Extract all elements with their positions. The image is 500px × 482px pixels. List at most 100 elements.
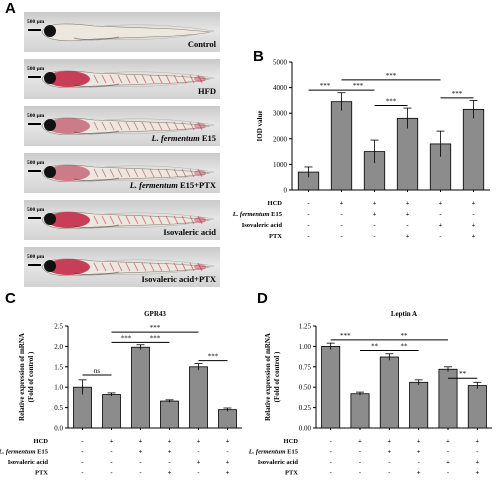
scale-bar-label: 500 μm — [27, 19, 45, 25]
y-tick-label: 4000 — [273, 84, 288, 92]
condition-sign: + — [417, 449, 421, 456]
condition-sign: + — [197, 438, 201, 445]
condition-sign: - — [330, 449, 332, 456]
bar — [396, 117, 419, 191]
y-tick-label: 1.00 — [299, 343, 312, 351]
condition-row-label: PTX — [35, 470, 48, 477]
condition-sign: - — [359, 449, 361, 456]
bar — [467, 385, 487, 429]
condition-sign: + — [110, 438, 114, 445]
significance-label: *** — [452, 90, 463, 98]
bar — [189, 366, 208, 429]
condition-sign: + — [417, 438, 421, 445]
condition-row-label: Isovaleric acid — [8, 459, 49, 466]
condition-sign: + — [168, 449, 172, 456]
condition-sign: - — [139, 470, 141, 477]
condition-sign: - — [373, 222, 375, 229]
y-tick-label: 0.5 — [54, 404, 63, 412]
significance-label: *** — [208, 353, 219, 361]
condition-sign: - — [418, 459, 420, 466]
condition-sign: + — [475, 459, 479, 466]
panel-letter-a: A — [5, 0, 16, 17]
condition-sign: + — [472, 200, 476, 207]
condition-sign: + — [472, 222, 476, 229]
condition-sign: - — [197, 449, 199, 456]
significance-label: *** — [340, 332, 351, 340]
condition-row-label: HCD — [34, 438, 49, 445]
y-tick-label: 1000 — [273, 161, 288, 169]
y-tick-label: 0.25 — [299, 404, 312, 412]
bar — [131, 346, 150, 429]
condition-sign: + — [439, 222, 443, 229]
condition-sign: - — [168, 459, 170, 466]
condition-sign: + — [387, 449, 391, 456]
condition-sign: + — [475, 470, 479, 477]
scale-bar — [28, 29, 41, 31]
bar — [379, 356, 399, 429]
condition-sign: - — [340, 233, 342, 240]
condition-row-label: PTX — [285, 470, 298, 477]
significance-label: *** — [386, 72, 397, 80]
zebrafish-larva-illustration — [41, 258, 215, 277]
condition-sign: - — [447, 470, 449, 477]
panel-letter-b: B — [253, 48, 264, 65]
fish-group-label: HFD — [198, 86, 216, 96]
scale-bar — [28, 76, 41, 78]
y-axis-label-secondary: (Fold of control ) — [27, 351, 35, 402]
condition-sign: - — [139, 459, 141, 466]
condition-sign: + — [168, 470, 172, 477]
y-tick-label: 1.25 — [299, 323, 312, 331]
condition-sign: + — [475, 438, 479, 445]
y-tick-label: 3000 — [273, 110, 288, 118]
condition-sign: + — [406, 200, 410, 207]
condition-sign: + — [406, 211, 410, 218]
condition-row-label: PTX — [269, 233, 282, 240]
condition-sign: - — [307, 222, 309, 229]
condition-row-label: L. fermentum E15 — [232, 211, 283, 218]
condition-sign: - — [439, 211, 441, 218]
condition-sign: - — [110, 459, 112, 466]
zebrafish-larva-illustration — [41, 117, 215, 136]
fish-image-card: 500 μm L. fermentum E15+PTX — [24, 153, 220, 193]
bar — [102, 394, 121, 429]
y-tick-label: 0.75 — [299, 363, 312, 371]
scale-bar — [28, 170, 41, 172]
scale-bar-label: 500 μm — [27, 113, 45, 119]
condition-sign: - — [110, 470, 112, 477]
condition-sign: - — [307, 200, 309, 207]
condition-sign: - — [81, 459, 83, 466]
condition-sign: + — [168, 438, 172, 445]
zebrafish-larva-illustration — [41, 164, 215, 183]
condition-sign: - — [226, 449, 228, 456]
significance-label: ** — [371, 342, 379, 350]
y-tick-label: 1.5 — [54, 363, 63, 371]
bar — [409, 381, 429, 429]
y-tick-label: 0 — [284, 187, 288, 195]
fish-image-card: 500 μm Control — [24, 12, 220, 52]
panel-letter-c: C — [5, 290, 16, 307]
condition-row-label: HCD — [268, 200, 283, 207]
bar — [350, 393, 370, 429]
y-tick-label: 5000 — [273, 59, 288, 67]
significance-label: *** — [150, 324, 161, 332]
condition-sign: - — [330, 438, 332, 445]
condition-sign: + — [446, 459, 450, 466]
fish-group-label: L. fermentum E15+PTX — [129, 180, 216, 190]
significance-label: ** — [401, 342, 409, 350]
condition-sign: + — [139, 438, 143, 445]
condition-sign: - — [406, 222, 408, 229]
condition-sign: - — [373, 233, 375, 240]
condition-sign: - — [359, 459, 361, 466]
condition-sign: - — [359, 470, 361, 477]
fish-group-label: Control — [187, 39, 216, 49]
chart-title: GPR43 — [144, 310, 166, 318]
condition-sign: + — [387, 438, 391, 445]
condition-row-label: Isovaleric acid — [258, 459, 299, 466]
zebrafish-larva-illustration — [41, 211, 215, 230]
significance-label: *** — [386, 98, 397, 106]
scale-bar-label: 500 μm — [27, 66, 45, 72]
condition-row-label: Isovaleric acid — [242, 222, 283, 229]
condition-sign: + — [340, 200, 344, 207]
scale-bar-label: 500 μm — [27, 160, 45, 166]
bar — [330, 101, 353, 191]
